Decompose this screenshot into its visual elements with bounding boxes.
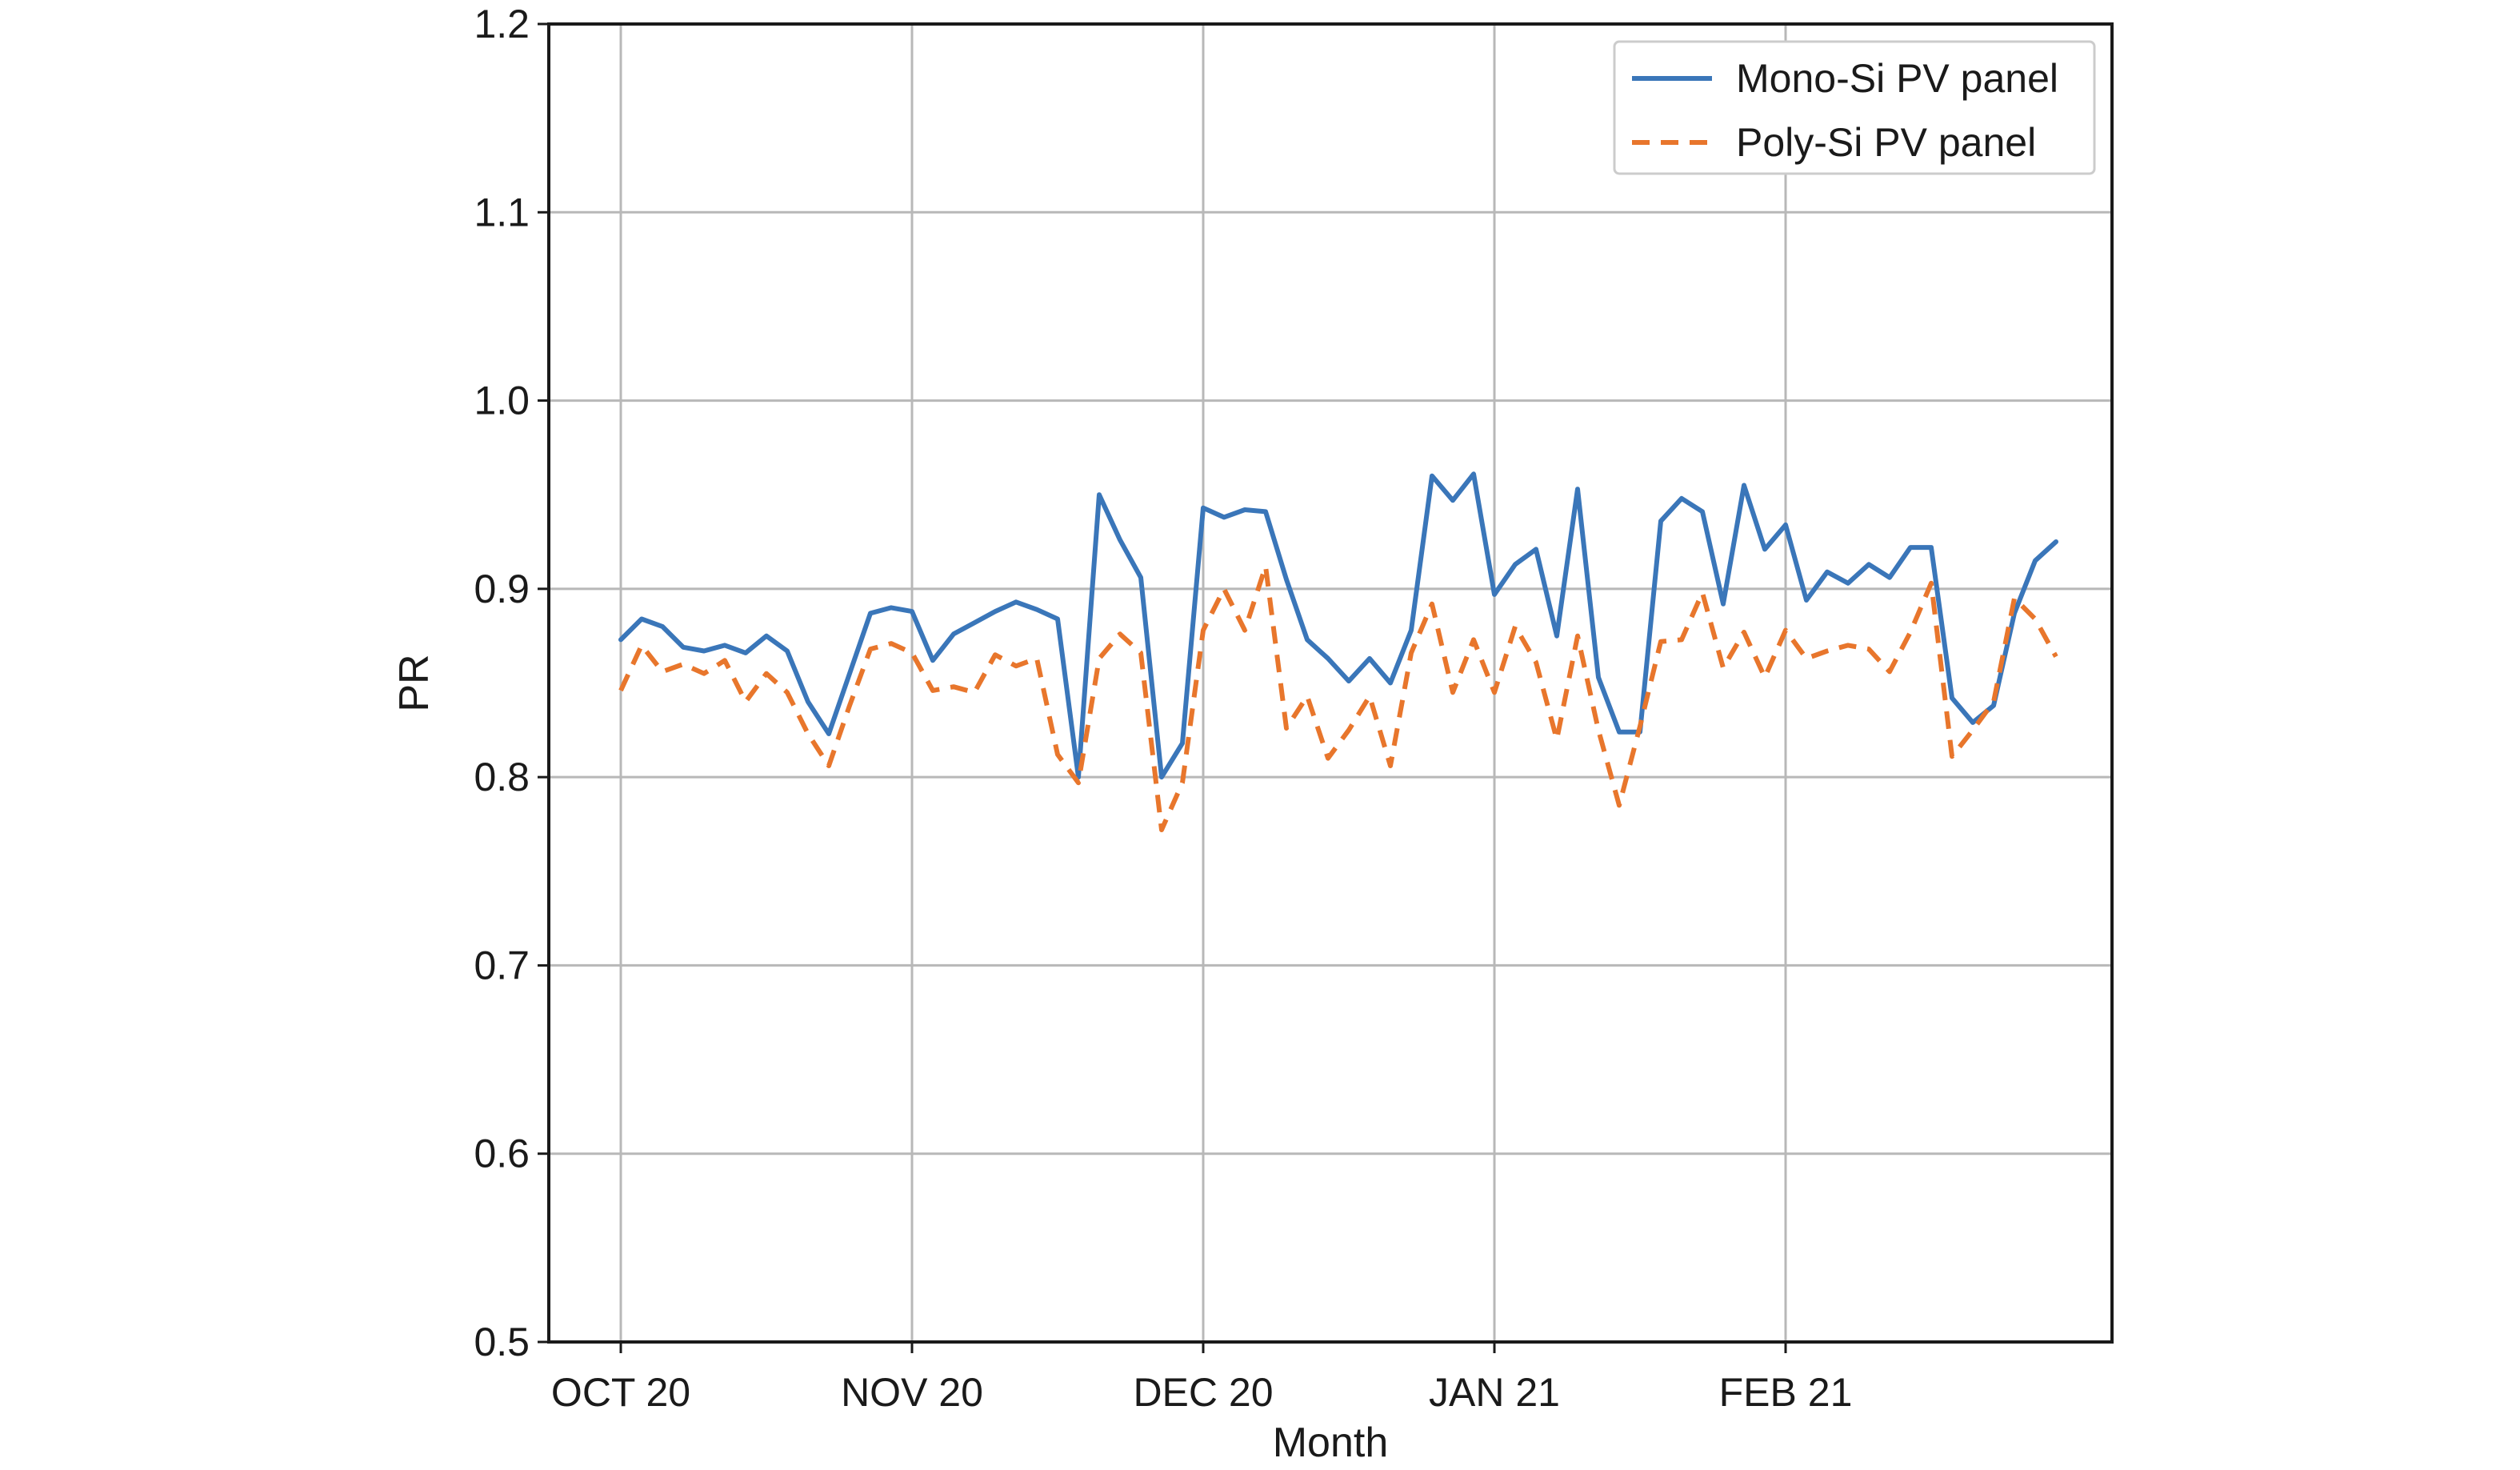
plot-frame	[547, 22, 2114, 1344]
x-tick-label: NOV 20	[841, 1370, 983, 1415]
y-axis-title: PR	[391, 654, 438, 711]
series-line-mono-si	[618, 471, 2058, 780]
y-tick-label: 0.5	[474, 1320, 530, 1364]
y-tick-label: 0.7	[474, 943, 530, 987]
legend-label-poly-si: Poly-Si PV panel	[1736, 120, 2036, 165]
series-line-poly-si	[618, 563, 2058, 832]
y-tick-label: 0.9	[474, 567, 530, 611]
x-tick-label: OCT 20	[551, 1370, 690, 1415]
y-tick-label: 1.0	[474, 379, 530, 423]
y-tick-label: 0.6	[474, 1132, 530, 1176]
x-tick-label: FEB 21	[1719, 1370, 1853, 1415]
legend-label-mono-si: Mono-Si PV panel	[1736, 56, 2058, 101]
y-tick-label: 1.2	[474, 2, 530, 46]
axis-ticks: 0.5 0.6 0.7 0.8 0.9 1.0 1.1 1.2 OCT 20 NOV 20 DEC …	[474, 2, 1852, 1415]
grid-lines	[549, 24, 2112, 1342]
x-tick-label: JAN 21	[1429, 1370, 1560, 1415]
legend-box	[1613, 40, 2096, 175]
legend: Mono-Si PV panel Poly-Si PV panel	[1613, 40, 2096, 175]
y-tick-label: 0.8	[474, 755, 530, 799]
x-tick-label: DEC 20	[1133, 1370, 1273, 1415]
series-lines	[618, 471, 2058, 832]
y-tick-label: 1.1	[474, 190, 530, 234]
x-axis-title: Month	[1273, 1420, 1389, 1466]
